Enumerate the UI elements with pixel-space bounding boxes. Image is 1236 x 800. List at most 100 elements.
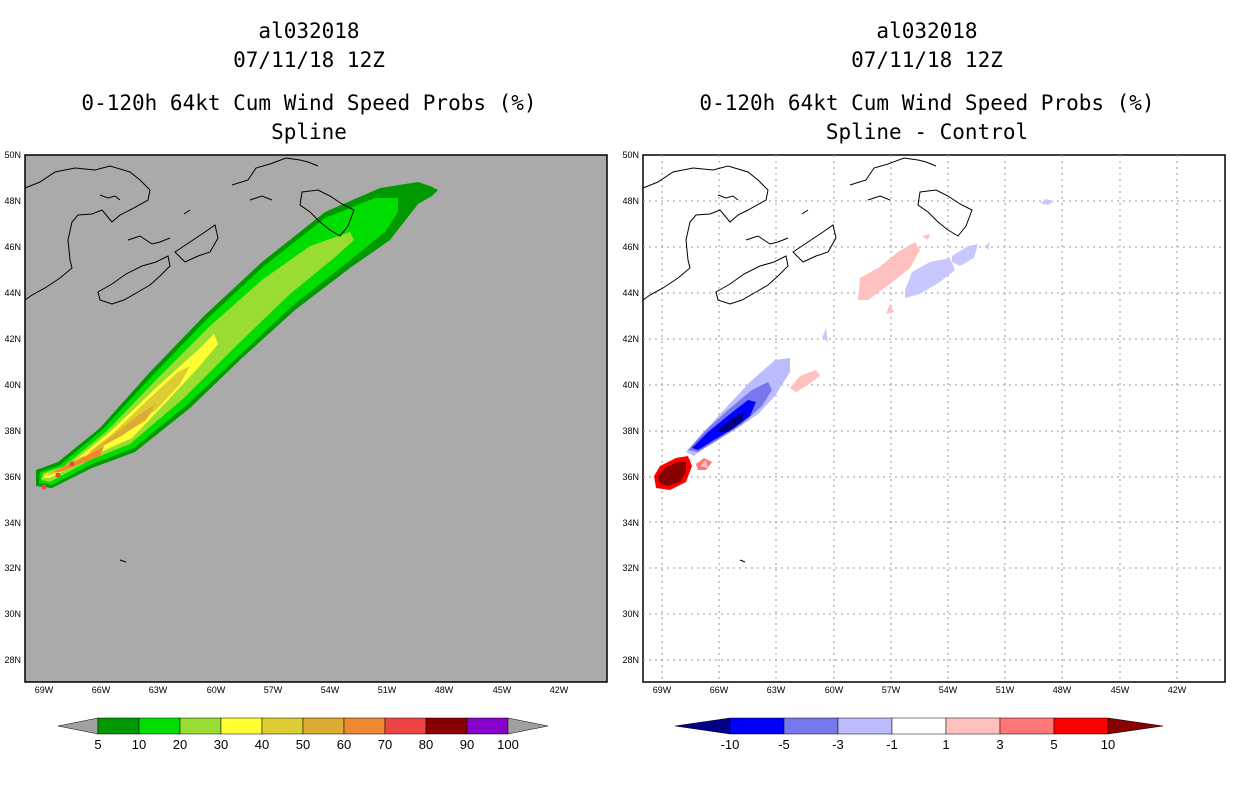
colorbar-swatch xyxy=(729,717,785,735)
left-title-subtitle: Spline xyxy=(271,120,347,144)
right-coastlines xyxy=(642,157,973,563)
right-title-product: 0-120h 64kt Cum Wind Speed Probs (%) xyxy=(699,91,1155,115)
colorbar-swatch xyxy=(425,717,468,735)
left-lon-label: 48W xyxy=(435,685,454,695)
colorbar-label: 90 xyxy=(460,737,474,752)
colorbar-label: 60 xyxy=(337,737,351,752)
diff-pos-ne-1 xyxy=(858,242,920,300)
colorbar-swatch xyxy=(466,717,509,735)
colorbar-label: 3 xyxy=(996,737,1003,752)
diff-pos-ne-2 xyxy=(886,304,894,314)
diff-neg-ne-1 xyxy=(905,258,955,298)
left-lat-label: 34N xyxy=(4,518,21,528)
left-lat-label: 44N xyxy=(4,288,21,298)
left-lat-label: 50N xyxy=(4,150,21,160)
diff-pos-ne-3 xyxy=(922,234,930,240)
right-lat-label: 30N xyxy=(622,609,639,619)
right-lon-label: 60W xyxy=(825,685,844,695)
right-map: 50N 48N 46N 44N 42N 40N 38N 36N 34N 32N … xyxy=(622,150,1226,695)
right-lat-label: 40N xyxy=(622,380,639,390)
colorbar-label: 10 xyxy=(1101,737,1115,752)
colorbar-swatch xyxy=(384,717,427,735)
colorbar-label: 100 xyxy=(497,737,519,752)
colorbar-label: -10 xyxy=(721,737,740,752)
colorbar-label: 10 xyxy=(132,737,146,752)
colorbar-swatch xyxy=(945,717,1001,735)
right-title-datetime: 07/11/18 12Z xyxy=(851,48,1003,72)
left-title-datetime: 07/11/18 12Z xyxy=(233,48,385,72)
diff-neg-ne-3 xyxy=(985,242,990,250)
right-diff-field xyxy=(654,199,1054,490)
right-lat-label: 34N xyxy=(622,518,639,528)
right-lat-label: 28N xyxy=(622,655,639,665)
colorbar-label: 5 xyxy=(94,737,101,752)
left-lat-label: 36N xyxy=(4,472,21,482)
left-colorbar: 5 10 20 30 40 50 60 70 80 90 100 xyxy=(57,717,549,752)
right-lon-label: 54W xyxy=(939,685,958,695)
colorbar-label: 80 xyxy=(419,737,433,752)
colorbar-swatch xyxy=(97,717,140,735)
left-lat-axis: 50N 48N 46N 44N 42N 40N 38N 36N 34N 32N … xyxy=(4,150,21,665)
right-lat-label: 46N xyxy=(622,242,639,252)
colorbar-label: 30 xyxy=(214,737,228,752)
left-lon-label: 51W xyxy=(378,685,397,695)
left-title-product: 0-120h 64kt Cum Wind Speed Probs (%) xyxy=(81,91,537,115)
right-gridlines xyxy=(643,155,1225,682)
right-lat-label: 42N xyxy=(622,334,639,344)
left-lat-label: 40N xyxy=(4,380,21,390)
swath-70pct-dot-1 xyxy=(41,484,47,490)
left-lat-label: 46N xyxy=(4,242,21,252)
left-lon-label: 45W xyxy=(493,685,512,695)
right-lon-label: 45W xyxy=(1111,685,1130,695)
colorbar-label: -3 xyxy=(832,737,844,752)
left-map: 50N 48N 46N 44N 42N 40N 38N 36N 34N 32N … xyxy=(4,150,608,695)
colorbar-right-end xyxy=(1107,717,1164,735)
right-lon-label: 48W xyxy=(1053,685,1072,695)
left-lon-label: 60W xyxy=(207,685,226,695)
left-lon-label: 69W xyxy=(35,685,54,695)
left-coastlines xyxy=(24,157,355,563)
swath-70pct-dot-3 xyxy=(69,461,75,467)
diff-pos-sw-2 xyxy=(700,460,708,468)
left-lat-label: 42N xyxy=(4,334,21,344)
colorbar-swatch xyxy=(138,717,181,735)
colorbar-label: 1 xyxy=(942,737,949,752)
right-lon-label: 42W xyxy=(1168,685,1187,695)
colorbar-swatch xyxy=(1053,717,1109,735)
right-lon-label: 63W xyxy=(767,685,786,695)
colorbar-label: 40 xyxy=(255,737,269,752)
left-lat-label: 48N xyxy=(4,196,21,206)
right-lon-label: 51W xyxy=(996,685,1015,695)
colorbar-swatch xyxy=(837,717,893,735)
right-lon-label: 66W xyxy=(710,685,729,695)
diff-neg-ne-5 xyxy=(822,328,828,342)
left-lat-label: 30N xyxy=(4,609,21,619)
left-lon-label: 42W xyxy=(550,685,569,695)
left-lat-label: 28N xyxy=(4,655,21,665)
diff-neg-ne-4 xyxy=(1040,199,1054,205)
colorbar-swatch xyxy=(179,717,222,735)
colorbar-label: -5 xyxy=(778,737,790,752)
left-prob-swath xyxy=(36,182,438,490)
right-title-subtitle: Spline - Control xyxy=(825,120,1029,144)
colorbar-label: -1 xyxy=(886,737,898,752)
right-lat-label: 44N xyxy=(622,288,639,298)
right-lon-axis: 69W 66W 63W 60W 57W 54W 51W 48W 45W 42W xyxy=(653,685,1187,695)
colorbar-swatch xyxy=(891,717,947,735)
diff-neg-max xyxy=(716,412,744,432)
right-lat-label: 48N xyxy=(622,196,639,206)
right-title-storm-id: al032018 xyxy=(876,19,978,43)
left-lon-axis: 69W 66W 63W 60W 57W 54W 51W 48W 45W 42W xyxy=(35,685,569,695)
colorbar-left-end xyxy=(57,717,99,735)
colorbar-label: 5 xyxy=(1050,737,1057,752)
right-lat-label: 32N xyxy=(622,563,639,573)
diff-pos-mid xyxy=(790,370,820,392)
colorbar-swatch xyxy=(343,717,386,735)
colorbar-swatch xyxy=(783,717,839,735)
right-colorbar: -10 -5 -3 -1 1 3 5 10 xyxy=(674,717,1164,752)
colorbar-swatch xyxy=(302,717,345,735)
right-lat-label: 38N xyxy=(622,426,639,436)
swath-60pct xyxy=(54,446,104,472)
colorbar-right-end xyxy=(507,717,549,735)
left-lat-label: 32N xyxy=(4,563,21,573)
